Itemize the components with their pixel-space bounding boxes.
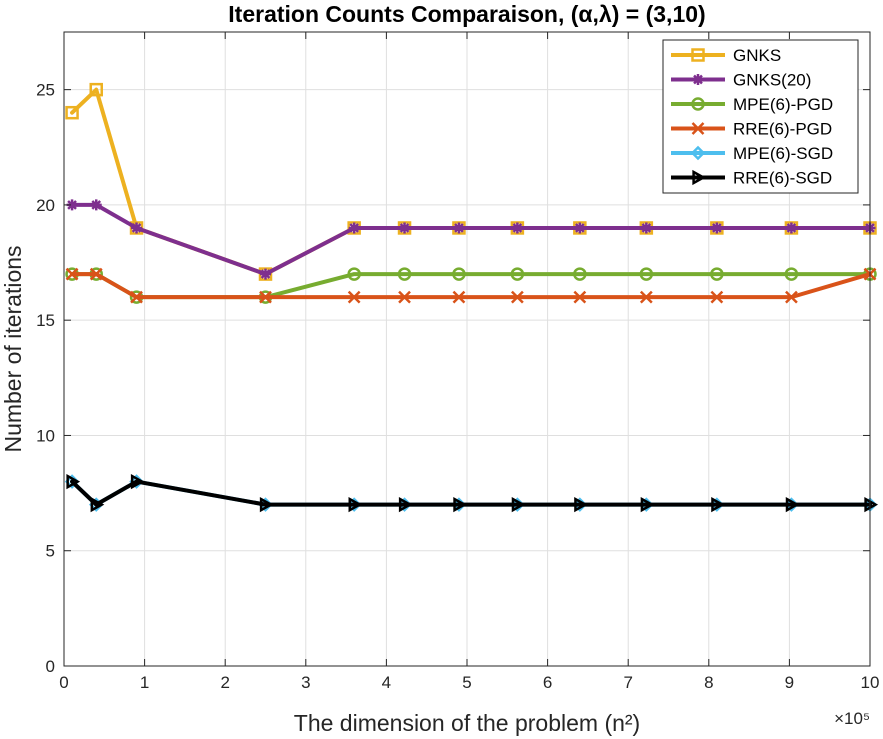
data-point	[89, 82, 103, 97]
data-point	[510, 267, 525, 281]
x-tick-label: 4	[382, 673, 391, 692]
data-point	[348, 496, 363, 513]
data-point	[130, 473, 145, 490]
x-tick-label: 7	[623, 673, 632, 692]
series-layer	[64, 82, 879, 513]
data-point	[573, 267, 587, 281]
legend-label: MPE(6)-SGD	[733, 144, 833, 163]
legend-marker	[691, 48, 705, 62]
data-point	[785, 222, 797, 234]
legend-label: MPE(6)-PGD	[733, 95, 833, 114]
legend-marker	[690, 145, 706, 161]
x-tick-label: 1	[140, 673, 149, 692]
x-tick-label: 0	[59, 673, 68, 692]
legend-marker	[691, 97, 705, 111]
data-point	[89, 267, 103, 281]
data-point	[453, 222, 465, 234]
legend-item: MPE(6)-PGD	[671, 95, 833, 114]
legend-marker	[692, 169, 707, 186]
data-point	[397, 267, 412, 281]
data-point	[785, 290, 798, 304]
y-tick-label: 5	[46, 542, 55, 561]
y-axis-label: Number of iterations	[0, 245, 26, 452]
legend-label: RRE(6)-SGD	[733, 169, 832, 188]
data-point	[573, 290, 587, 304]
data-point	[399, 222, 411, 234]
legend-marker	[692, 74, 704, 85]
legend-label: GNKS(20)	[733, 71, 811, 90]
data-point	[710, 267, 724, 281]
x-tick-label: 10	[861, 673, 880, 692]
legend-item: GNKS(20)	[671, 71, 811, 90]
legend-item: MPE(6)-SGD	[671, 144, 833, 163]
y-tick-label: 10	[36, 426, 55, 445]
legend-box	[662, 39, 859, 194]
x-tick-label: 2	[220, 673, 229, 692]
data-point	[574, 222, 586, 234]
data-point	[260, 268, 271, 280]
data-point	[90, 199, 102, 211]
series-rre-6-sgd	[66, 473, 879, 513]
series-gnks-20	[66, 199, 876, 280]
data-point	[785, 496, 800, 513]
data-point	[511, 496, 526, 513]
legend-label: GNKS	[733, 46, 781, 65]
x-tick-label: 5	[462, 673, 471, 692]
legend-marker	[691, 122, 705, 135]
data-point	[130, 290, 143, 304]
x-axis-label: The dimension of the problem (n²)	[294, 710, 640, 736]
x-tick-label: 3	[301, 673, 310, 692]
axis-ticks: 0 1 2 3 4 5 6 7 8 9 10 0 5 10 15 20 25	[36, 32, 879, 692]
series-rre-6-pgd	[65, 267, 877, 304]
x-tick-label: 9	[785, 673, 794, 692]
y-tick-label: 20	[36, 196, 55, 215]
data-point	[711, 222, 723, 234]
data-point	[66, 199, 78, 211]
data-point	[131, 222, 143, 234]
data-point	[66, 473, 81, 490]
data-point	[511, 222, 523, 234]
data-point	[639, 267, 654, 281]
data-point	[784, 267, 799, 281]
data-point	[398, 496, 413, 513]
data-point	[65, 105, 79, 120]
legend: GNKS GNKS(20) MPE(6)-PGD RRE(6)-PGD MPE(6)-S…	[662, 39, 859, 194]
series-line	[70, 479, 872, 507]
legend-label: RRE(6)-PGD	[733, 120, 832, 139]
data-point	[259, 496, 274, 513]
data-point	[398, 290, 411, 304]
data-point	[640, 222, 652, 234]
x-tick-label: 8	[704, 673, 713, 692]
legend-item: RRE(6)-PGD	[671, 120, 832, 139]
data-point	[90, 496, 105, 513]
x-axis-exponent: ×10⁵	[834, 709, 870, 728]
y-tick-label: 25	[36, 81, 55, 100]
data-point	[347, 267, 361, 281]
data-point	[452, 290, 466, 304]
data-point	[574, 496, 588, 513]
data-point	[347, 290, 361, 304]
data-point	[348, 222, 360, 234]
data-point	[510, 290, 524, 304]
data-point	[711, 496, 725, 513]
y-tick-label: 0	[46, 657, 55, 676]
data-point	[453, 496, 468, 513]
legend-item: RRE(6)-SGD	[671, 169, 832, 188]
data-point	[259, 290, 272, 304]
data-point	[639, 290, 653, 304]
legend-item: GNKS	[671, 46, 781, 65]
data-point	[452, 267, 466, 281]
data-point	[864, 496, 879, 513]
x-tick-label: 6	[543, 673, 552, 692]
chart-title: Iteration Counts Comparaison, (α,λ) = (3…	[228, 1, 705, 27]
data-point	[65, 267, 79, 281]
data-point	[710, 290, 724, 304]
data-point	[640, 496, 655, 513]
y-tick-label: 15	[36, 311, 55, 330]
